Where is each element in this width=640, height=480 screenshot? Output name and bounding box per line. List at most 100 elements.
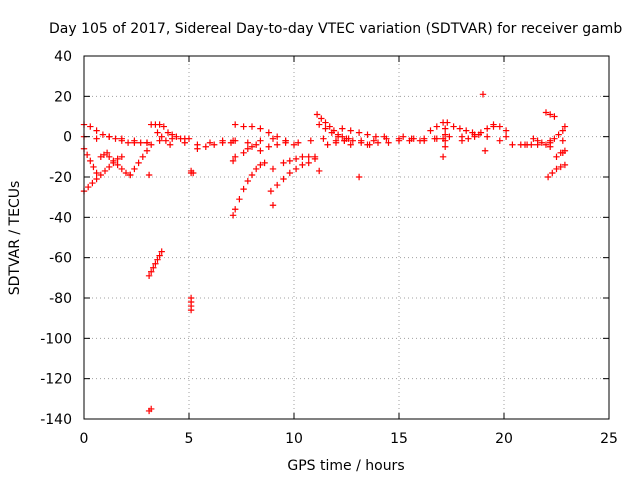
series-arc-3.5h [154, 129, 174, 148]
data-point [148, 405, 155, 413]
data-point [559, 137, 566, 144]
series-arc-4h [164, 129, 193, 142]
x-tick-label: 5 [185, 431, 194, 447]
data-point [265, 129, 272, 136]
data-point [229, 212, 237, 219]
series-arc-13.5h [364, 137, 424, 148]
data-point [490, 121, 497, 128]
data-point [458, 137, 466, 144]
series-arc-3h-top [148, 121, 167, 130]
data-point [395, 137, 403, 144]
data-point [106, 163, 113, 171]
y-tick-label: 40 [54, 49, 72, 65]
data-point [326, 123, 333, 130]
data-point [229, 157, 237, 165]
data-point [370, 137, 377, 144]
data-point [290, 141, 298, 148]
data-point [442, 143, 449, 150]
data-point [328, 129, 335, 136]
data-point [87, 157, 94, 165]
data-point [292, 155, 300, 163]
data-point [244, 145, 251, 152]
data-point [87, 123, 94, 130]
series-arc-19.5h [490, 121, 510, 140]
data-point [372, 133, 380, 140]
data-point [444, 119, 451, 126]
data-point [267, 187, 275, 195]
series-arc-22h-down [544, 161, 569, 181]
data-point [479, 91, 487, 98]
data-point [502, 127, 510, 134]
data-point [442, 137, 449, 144]
data-point [364, 131, 371, 138]
series-outliers [145, 91, 566, 415]
y-tick-label: 0 [63, 130, 72, 146]
series-arc-0h-down [80, 153, 125, 195]
y-axis-label: SDTVAR / TECUs [7, 181, 23, 296]
data-point [164, 129, 172, 136]
data-point [118, 165, 125, 173]
data-point [559, 149, 566, 156]
data-point [106, 153, 113, 161]
y-tick-labels: 40 20 0 -20 -40 -60 -80 -100 -120 -140 [40, 49, 72, 428]
data-point [131, 165, 138, 173]
data-point [320, 135, 327, 142]
data-point [305, 153, 312, 161]
data-point [253, 141, 260, 148]
series-arc-7.5h [240, 141, 260, 156]
data-point [347, 141, 354, 148]
data-point [124, 139, 132, 146]
data-point [274, 133, 281, 140]
data-point [248, 171, 256, 179]
data-point [547, 143, 554, 150]
series-arc-9h [267, 155, 319, 195]
data-point [551, 135, 558, 142]
data-point [253, 165, 260, 173]
data-point [542, 141, 550, 148]
data-point [229, 137, 237, 144]
data-point [318, 115, 325, 122]
data-point [257, 125, 264, 132]
data-point [269, 202, 277, 209]
grid-lines [84, 56, 609, 419]
data-point [439, 153, 447, 161]
data-point [257, 147, 264, 154]
data-point [471, 133, 478, 140]
data-point [135, 159, 142, 167]
series-arc-8.5h [257, 139, 289, 154]
y-tick-label: -40 [49, 210, 72, 226]
data-point [240, 185, 247, 193]
data-point [400, 133, 407, 140]
y-tick-label: -80 [49, 291, 72, 307]
data-point [355, 129, 363, 136]
data-point [173, 133, 180, 140]
data-point [118, 137, 125, 144]
y-tick-label: -20 [49, 170, 72, 186]
data-point [158, 248, 165, 255]
data-point [99, 131, 107, 138]
data-point [481, 147, 489, 154]
data-point [410, 135, 417, 142]
data-point [450, 123, 457, 130]
data-point [240, 123, 247, 130]
data-point [97, 171, 104, 179]
data-point [299, 153, 306, 161]
data-point [542, 109, 550, 116]
series-arc-3h-low [145, 248, 165, 280]
data-point [274, 181, 281, 189]
x-tick-label: 15 [390, 431, 408, 447]
data-point [381, 133, 388, 140]
data-point [139, 153, 146, 161]
plot-frame [83, 55, 610, 420]
data-point [158, 133, 165, 140]
data-point [305, 159, 312, 167]
y-tick-label: -120 [40, 372, 72, 388]
data-point [83, 151, 91, 159]
y-tick-label: -140 [40, 412, 72, 428]
data-point [534, 137, 541, 144]
data-point [89, 179, 96, 187]
data-point [406, 137, 413, 144]
series-arc-11.5h [324, 137, 373, 148]
data-point [341, 137, 348, 144]
data-point [465, 135, 472, 142]
